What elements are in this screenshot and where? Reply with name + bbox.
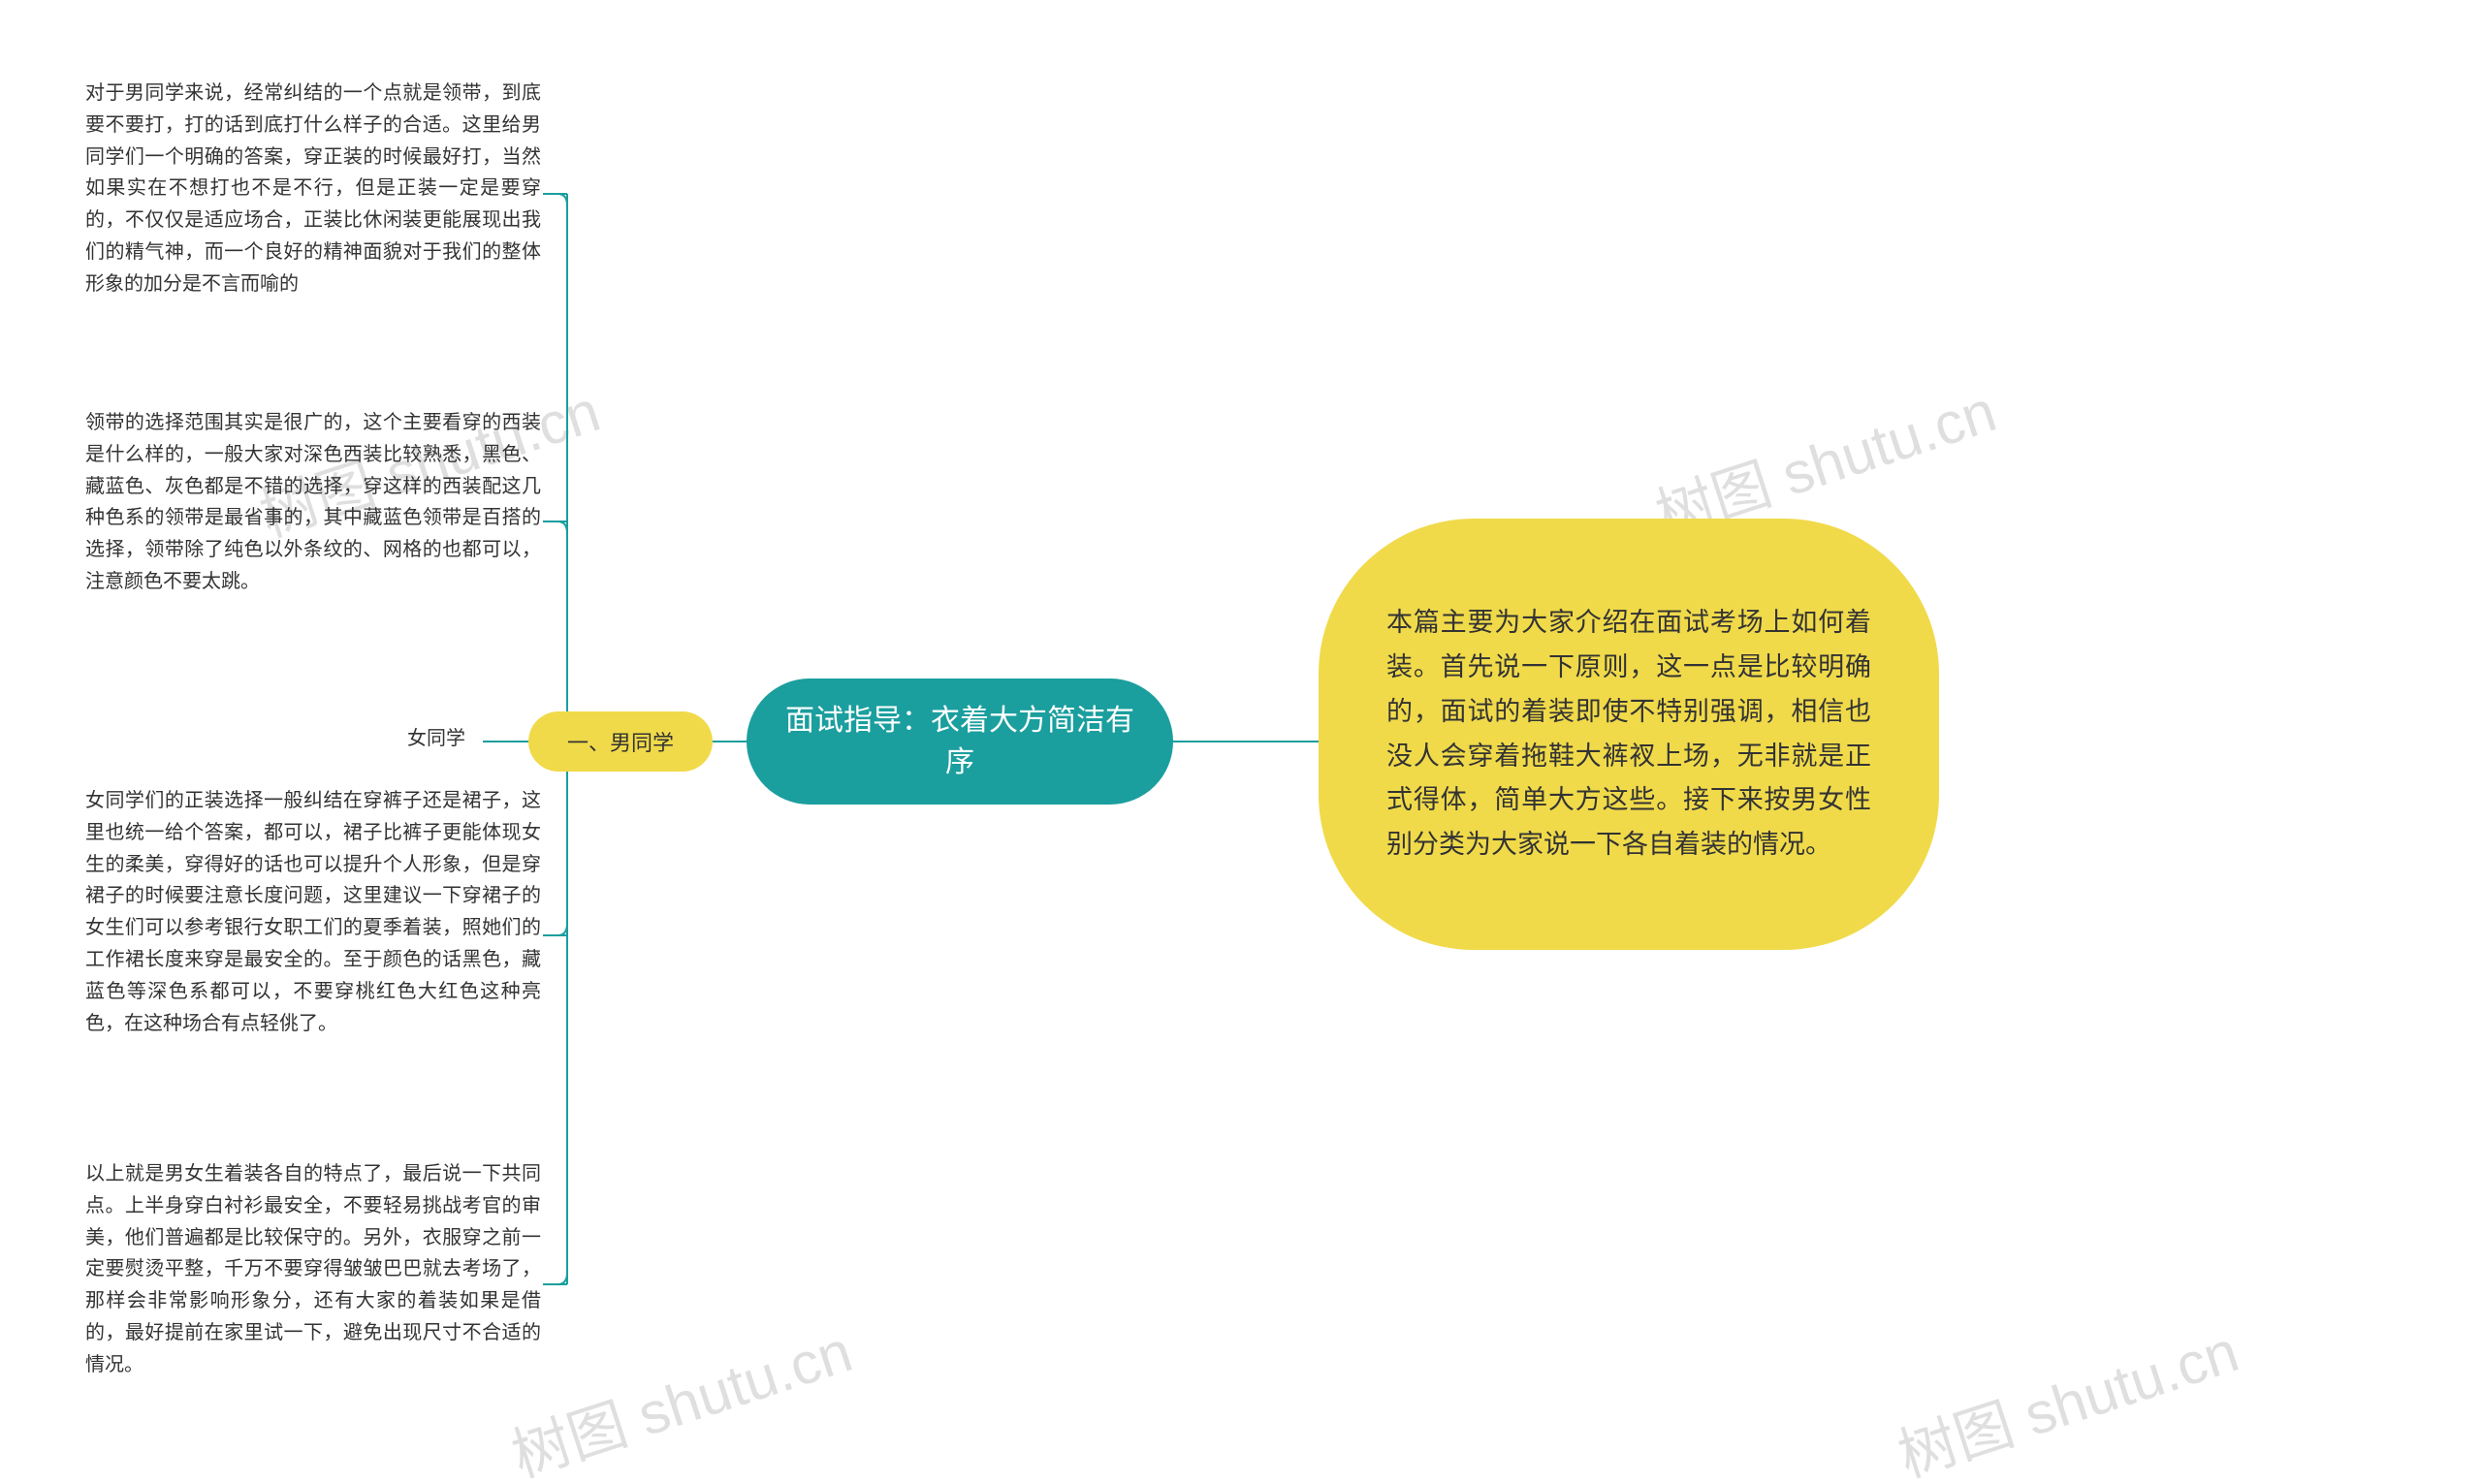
branch-male[interactable]: 一、男同学 xyxy=(528,711,713,772)
leaf-3[interactable]: 女同学们的正装选择一般纠结在穿裤子还是裙子，这里也统一给个答案，都可以，裙子比裤… xyxy=(85,785,541,1039)
center-topic-text: 面试指导：衣着大方简洁有序 xyxy=(785,700,1134,784)
leaf-2-text: 领带的选择范围其实是很广的，这个主要看穿的西装是什么样的，一般大家对深色西装比较… xyxy=(85,412,541,592)
intro-node[interactable]: 本篇主要为大家介绍在面试考场上如何着装。首先说一下原则，这一点是比较明确的，面试… xyxy=(1319,519,1939,950)
sub-label-female-text: 女同学 xyxy=(407,728,465,749)
center-topic[interactable]: 面试指导：衣着大方简洁有序 xyxy=(747,679,1173,805)
intro-text: 本篇主要为大家介绍在面试考场上如何着装。首先说一下原则，这一点是比较明确的，面试… xyxy=(1386,601,1871,868)
leaf-4[interactable]: 以上就是男女生着装各自的特点了，最后说一下共同点。上半身穿白衬衫最安全，不要轻易… xyxy=(85,1158,541,1381)
leaf-1-text: 对于男同学来说，经常纠结的一个点就是领带，到底要不要打，打的话到底打什么样子的合… xyxy=(85,82,541,295)
leaf-4-text: 以上就是男女生着装各自的特点了，最后说一下共同点。上半身穿白衬衫最安全，不要轻易… xyxy=(85,1163,541,1375)
leaf-1[interactable]: 对于男同学来说，经常纠结的一个点就是领带，到底要不要打，打的话到底打什么样子的合… xyxy=(85,78,541,300)
mindmap-canvas: 树图 shutu.cn 树图 shutu.cn 树图 shutu.cn 树图 s… xyxy=(0,0,2482,1484)
branch-male-label: 一、男同学 xyxy=(567,726,674,757)
watermark: 树图 shutu.cn xyxy=(499,1305,861,1484)
leaf-2[interactable]: 领带的选择范围其实是很广的，这个主要看穿的西装是什么样的，一般大家对深色西装比较… xyxy=(85,407,541,598)
sub-label-female: 女同学 xyxy=(407,722,465,750)
watermark: 树图 shutu.cn xyxy=(1886,1305,2247,1484)
leaf-3-text: 女同学们的正装选择一般纠结在穿裤子还是裙子，这里也统一给个答案，都可以，裙子比裤… xyxy=(85,790,541,1034)
